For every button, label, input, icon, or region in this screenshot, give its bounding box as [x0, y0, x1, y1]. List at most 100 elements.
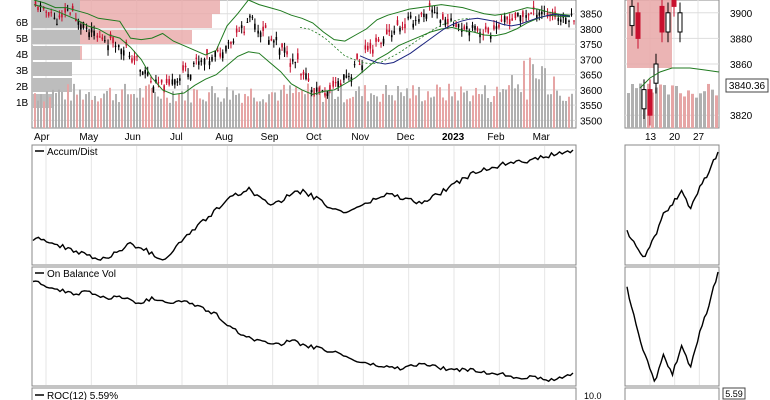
price-candle-body — [101, 37, 104, 40]
obv-panel: On Balance Vol — [31, 266, 577, 387]
price-candle-body — [39, 4, 42, 7]
volume-bar — [340, 83, 342, 128]
zoom-roc-panel: 5.59 — [624, 387, 746, 400]
price-candle-body — [227, 42, 230, 44]
price-candle-body — [377, 39, 380, 42]
volume-bar — [157, 96, 159, 128]
zoom-volume-bar — [635, 88, 638, 128]
price-candle-body — [442, 14, 444, 20]
price-candle-body — [189, 74, 192, 80]
price-candle-body — [61, 13, 63, 18]
volume-bar — [370, 93, 372, 128]
volume-bar — [361, 96, 363, 128]
price-candle-body — [385, 29, 388, 35]
price-x-tick: 2023 — [442, 132, 465, 143]
price-candle-body — [136, 56, 138, 58]
price-candle-body — [187, 74, 189, 78]
volume-bar — [490, 101, 492, 128]
price-candle-body — [80, 24, 82, 30]
price-candle-body — [399, 27, 401, 32]
price-candle-body — [573, 20, 575, 22]
volume-bar — [58, 89, 60, 128]
volume-bar — [190, 102, 192, 128]
price-candle-body — [50, 12, 53, 14]
volume-profile-label: 2B — [16, 82, 29, 93]
volume-bar — [472, 95, 474, 128]
price-candle-body — [559, 19, 562, 22]
price-candle-body — [372, 49, 374, 54]
volume-bar — [517, 84, 519, 128]
price-candle-body — [259, 32, 262, 38]
moving-average-line — [359, 13, 571, 65]
volume-bar — [49, 97, 51, 128]
price-candle-body — [428, 3, 431, 7]
price-candle-body — [131, 58, 133, 63]
zoom-obv-line — [626, 271, 719, 383]
zoom-candle-body — [647, 89, 653, 116]
price-candle-body — [310, 90, 313, 93]
price-x-tick: Oct — [306, 132, 322, 143]
price-candle-body — [120, 49, 123, 55]
price-candle-body — [273, 40, 275, 43]
price-candle-body — [447, 18, 449, 24]
zoom-volume-bar — [679, 93, 682, 128]
price-candle-body — [206, 49, 208, 55]
price-candle-body — [564, 18, 567, 24]
price-candle-body — [221, 52, 224, 59]
zoom-volume-bar — [711, 89, 714, 128]
last-price-label: 3840.36 — [729, 81, 766, 92]
zoom-volume-bar — [627, 93, 630, 128]
volume-bar — [61, 91, 63, 128]
volume-bar — [433, 96, 435, 128]
volume-bar — [520, 92, 522, 128]
volume-bar — [196, 89, 198, 128]
price-candle-body — [471, 25, 474, 28]
price-candle-body — [144, 69, 146, 74]
roc-label: ROC(12) 5.59% — [47, 391, 118, 400]
volume-bar — [181, 91, 183, 128]
volume-bar — [187, 85, 189, 128]
volume-bar — [145, 85, 147, 128]
price-panel: 3850 3800 3750 3700 3650 3600 3550 3500 6B 5B 4B 3… — [16, 0, 603, 129]
price-candle-body — [163, 85, 165, 91]
zoom-volume-bar — [695, 97, 698, 128]
volume-bar — [73, 83, 75, 128]
volume-bar — [277, 100, 279, 128]
volume-bar — [124, 83, 126, 128]
price-candle-body — [71, 5, 74, 11]
price-candle-body — [439, 20, 442, 23]
accum-dist-frame — [31, 144, 577, 266]
volume-bar — [478, 94, 480, 128]
roc-y-tick: 10.0 — [584, 391, 602, 400]
volume-bar — [385, 84, 387, 128]
price-candle-body — [514, 12, 517, 19]
volume-bar — [283, 84, 285, 128]
volume-bar — [211, 86, 213, 128]
volume-bar — [265, 102, 267, 128]
volume-bar — [64, 99, 66, 128]
volume-bar — [316, 92, 318, 128]
price-candle-body — [238, 30, 240, 32]
volume-bar — [409, 98, 411, 128]
volume-bar — [40, 94, 42, 128]
volume-bar — [550, 94, 552, 128]
volume-bar — [556, 90, 558, 128]
price-candle-body — [315, 87, 318, 92]
price-candle-body — [251, 16, 254, 18]
price-candle-body — [313, 92, 316, 94]
volume-bar — [553, 76, 555, 128]
volume-bar — [391, 95, 393, 128]
volume-bar — [457, 100, 459, 128]
zoom-volume-bar — [683, 96, 686, 128]
price-candle-body — [455, 22, 457, 28]
price-candle-body — [361, 65, 363, 70]
volume-bar — [133, 93, 135, 128]
volume-bar — [496, 86, 498, 128]
volume-bar — [463, 92, 465, 128]
volume-bar — [172, 91, 174, 128]
price-candle-body — [350, 77, 353, 82]
price-candle-body — [525, 15, 527, 18]
zoom-volume-bar — [691, 93, 694, 128]
zoom-volume-bar — [671, 85, 674, 128]
volume-bar — [238, 93, 240, 128]
